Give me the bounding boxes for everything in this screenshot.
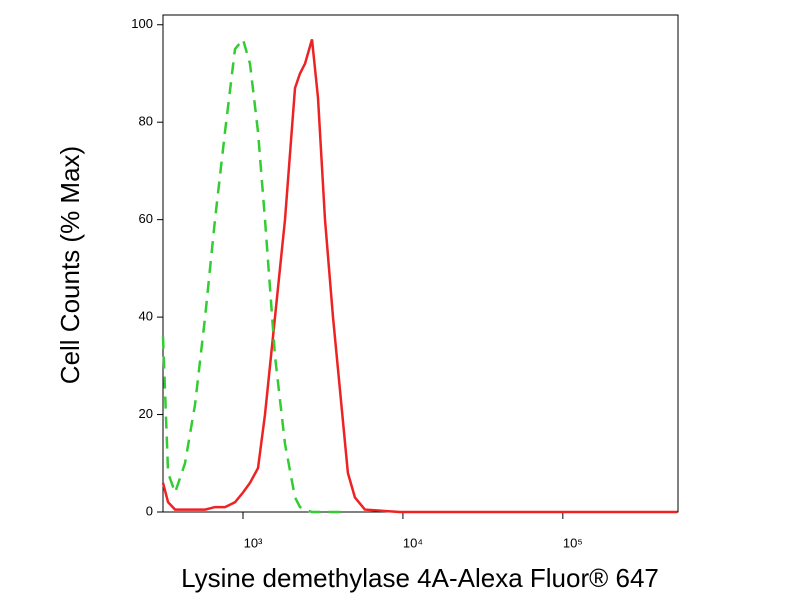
y-axis-title: Cell Counts (% Max)	[55, 146, 85, 384]
y-tick-label: 40	[139, 309, 153, 324]
y-tick-label: 20	[139, 406, 153, 421]
plot-frame	[162, 14, 679, 513]
y-tick-label: 60	[139, 211, 153, 226]
y-tick-label: 100	[131, 16, 153, 31]
x-tick-label: 10⁴	[403, 535, 423, 550]
series-line	[161, 36, 348, 514]
series-line	[161, 39, 678, 514]
y-tick-label: 0	[146, 503, 153, 518]
x-tick-label: 10³	[244, 535, 263, 550]
x-tick-label: 10⁵	[563, 535, 583, 550]
x-axis-title: Lysine demethylase 4A-Alexa Fluor® 647	[181, 563, 659, 593]
y-tick-label: 80	[139, 114, 153, 129]
